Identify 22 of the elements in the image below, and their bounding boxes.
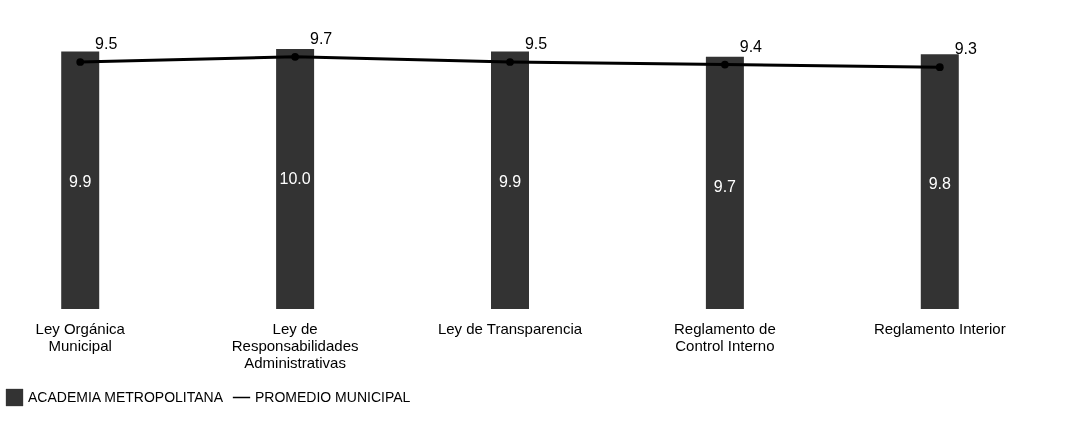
point — [506, 58, 514, 66]
x-tick-label: Ley de Responsabilidades Administrativas — [231, 319, 359, 371]
point — [291, 52, 299, 61]
x-tick-label: Reglamento de Control Interno — [674, 319, 776, 354]
data-label: 9.5 — [95, 35, 118, 52]
data-label: 9.9 — [69, 172, 92, 190]
point — [76, 58, 85, 66]
data-label: 9.3 — [954, 40, 978, 58]
data-label: 9.4 — [739, 37, 763, 55]
data-label: 9.5 — [524, 35, 548, 52]
data-label: 10.0 — [279, 170, 311, 187]
legend-label: ACADEMIA METROPOLITANA — [28, 388, 224, 405]
data-label: 9.9 — [498, 172, 522, 190]
data-label: 9.7 — [309, 29, 333, 47]
point — [935, 63, 944, 72]
x-tick-label: Ley de Transparencia — [437, 319, 583, 337]
data-label: 9.8 — [928, 175, 952, 193]
x-tick-label: Reglamento Interior — [873, 319, 1006, 337]
legend-label: PROMEDIO MUNICIPAL — [255, 388, 411, 405]
x-tick-label: Ley Orgánica Municipal — [35, 319, 126, 354]
data-label: 9.7 — [713, 177, 737, 195]
point — [721, 60, 729, 69]
